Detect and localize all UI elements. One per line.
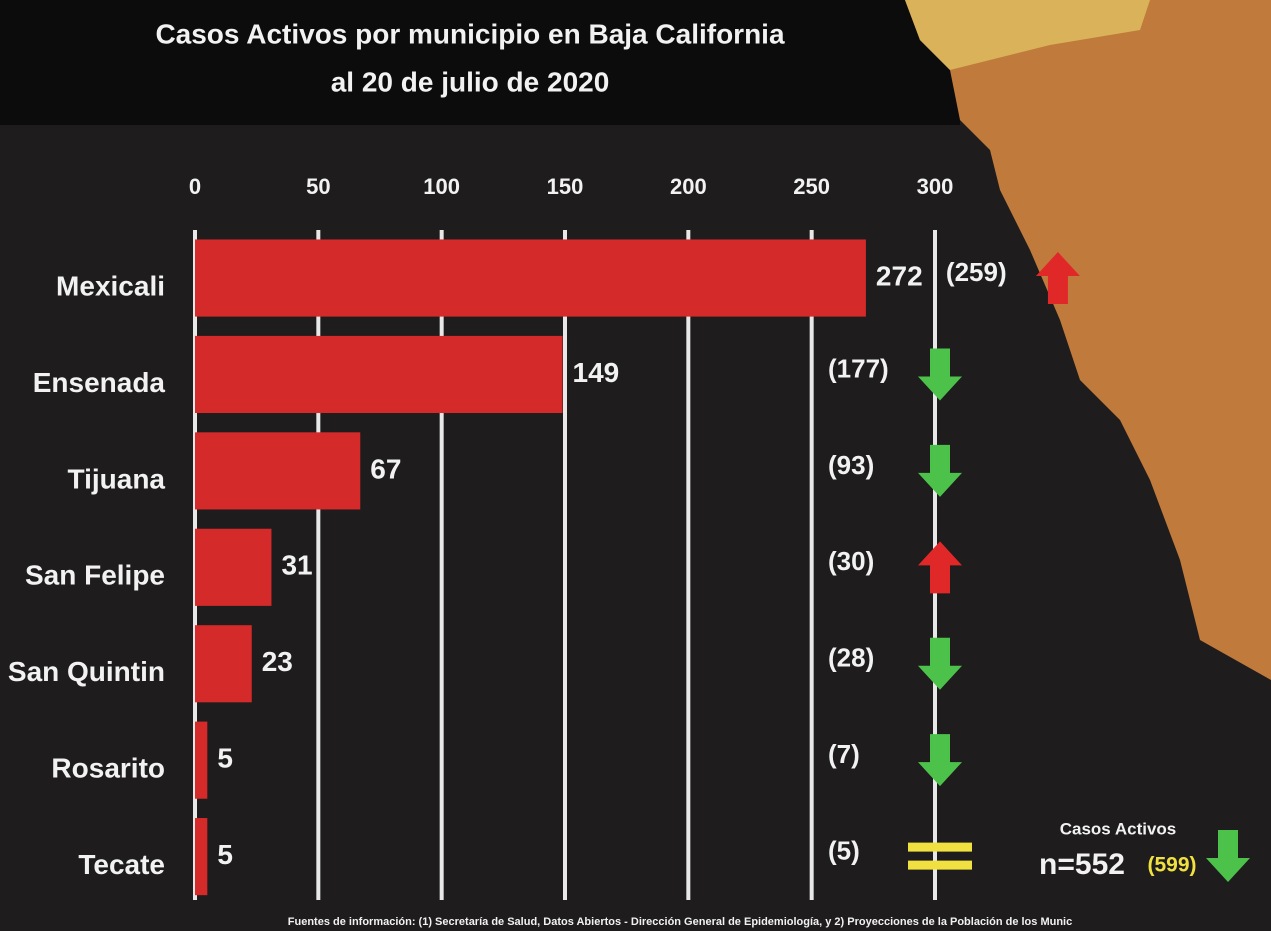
trend-equal xyxy=(908,842,972,852)
previous-value-label: (30) xyxy=(828,546,874,576)
y-tick-label: Mexicali xyxy=(56,270,165,301)
x-tick-label: 150 xyxy=(547,174,584,199)
y-tick-label: Rosarito xyxy=(51,753,165,784)
x-tick-label: 100 xyxy=(423,174,460,199)
bar xyxy=(195,239,866,317)
previous-value-label: (259) xyxy=(946,257,1007,287)
y-tick-label: Tijuana xyxy=(67,463,165,494)
trend-arrow xyxy=(1206,830,1250,882)
previous-value-label: (7) xyxy=(828,739,860,769)
title-band xyxy=(0,0,960,125)
value-label: 67 xyxy=(370,453,401,484)
bar xyxy=(195,335,563,414)
value-label: 5 xyxy=(217,743,233,774)
source-note: Fuentes de información: (1) Secretaría d… xyxy=(288,916,1072,928)
y-tick-label: Tecate xyxy=(78,849,165,880)
map-region xyxy=(905,0,1150,70)
y-tick-label: San Quintin xyxy=(8,656,165,687)
map-region xyxy=(905,0,1271,680)
trend-arrow xyxy=(918,734,962,787)
trend-arrow xyxy=(918,348,962,401)
bar xyxy=(195,818,208,896)
bar xyxy=(195,528,272,606)
trend-arrow xyxy=(918,637,962,690)
x-tick-label: 0 xyxy=(189,174,201,199)
x-tick-label: 300 xyxy=(917,174,954,199)
total-value: n=552 xyxy=(1039,848,1125,881)
value-label: 31 xyxy=(281,550,312,581)
total-title: Casos Activos xyxy=(1060,819,1177,838)
bar xyxy=(195,432,361,510)
bar xyxy=(195,721,208,799)
trend-arrow xyxy=(918,541,962,594)
chart-title: al 20 de julio de 2020 xyxy=(331,66,610,97)
value-label: 272 xyxy=(876,260,923,291)
total-previous: (599) xyxy=(1147,854,1196,877)
value-label: 23 xyxy=(262,646,293,677)
x-tick-label: 200 xyxy=(670,174,707,199)
value-label: 149 xyxy=(573,357,620,388)
x-tick-label: 250 xyxy=(793,174,830,199)
trend-arrow xyxy=(1035,252,1080,305)
y-tick-label: San Felipe xyxy=(25,560,165,591)
previous-value-label: (5) xyxy=(828,835,860,865)
y-tick-label: Ensenada xyxy=(33,367,166,398)
previous-value-label: (28) xyxy=(828,643,874,673)
chart-title: Casos Activos por municipio en Baja Cali… xyxy=(155,18,785,49)
previous-value-label: (93) xyxy=(828,450,874,480)
x-tick-label: 50 xyxy=(306,174,330,199)
value-label: 5 xyxy=(217,839,233,870)
trend-arrow xyxy=(918,444,962,497)
previous-value-label: (177) xyxy=(828,353,889,383)
trend-equal xyxy=(908,860,972,870)
bar xyxy=(195,625,252,703)
